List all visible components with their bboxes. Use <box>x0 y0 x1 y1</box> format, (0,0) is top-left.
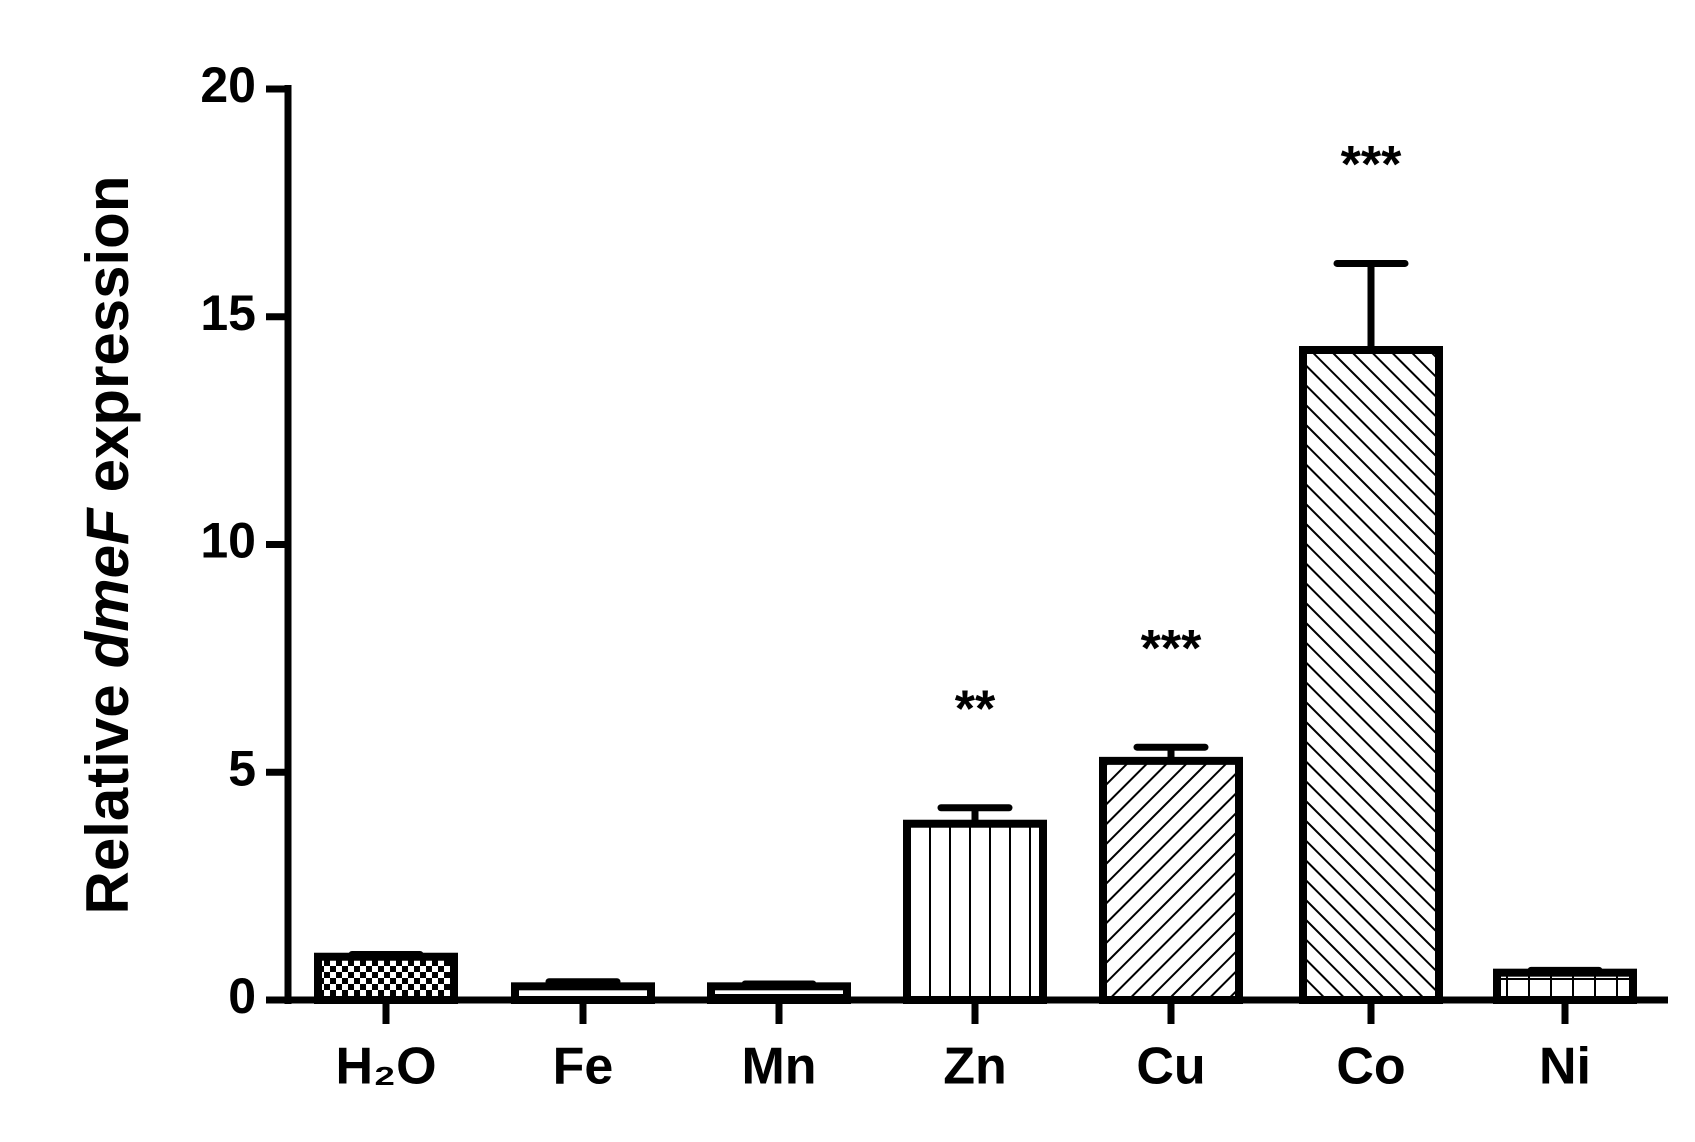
y-axis-label: Relative dmeF expression <box>74 176 141 915</box>
y-axis-label-part: expression <box>74 176 141 493</box>
x-tick-label: Co <box>1336 1038 1405 1096</box>
significance-label: ** <box>955 681 996 739</box>
significance-label: *** <box>1341 136 1402 194</box>
bar <box>511 982 655 1005</box>
x-tick-label: H₂O <box>335 1038 436 1096</box>
x-tick-label: Ni <box>1539 1038 1591 1096</box>
x-tick-label: Zn <box>943 1038 1007 1096</box>
bar <box>1493 968 1637 1004</box>
y-tick-label: 20 <box>200 57 256 113</box>
significance-label: *** <box>1141 620 1202 678</box>
y-tick-label: 0 <box>228 968 256 1024</box>
bar <box>707 982 851 1005</box>
bar <box>1099 756 1243 1004</box>
bar <box>1299 346 1443 1004</box>
y-axis-label-part: Relative <box>74 684 141 914</box>
x-tick-label: Cu <box>1136 1038 1205 1096</box>
bar <box>314 952 458 1004</box>
y-axis-label-part: dmeF <box>74 507 141 668</box>
bar <box>903 819 1047 1004</box>
x-tick-label: Mn <box>741 1038 816 1096</box>
y-tick-label: 10 <box>200 513 256 569</box>
y-tick-label: 5 <box>228 740 256 796</box>
x-tick-label: Fe <box>553 1038 614 1096</box>
y-tick-label: 15 <box>200 285 256 341</box>
